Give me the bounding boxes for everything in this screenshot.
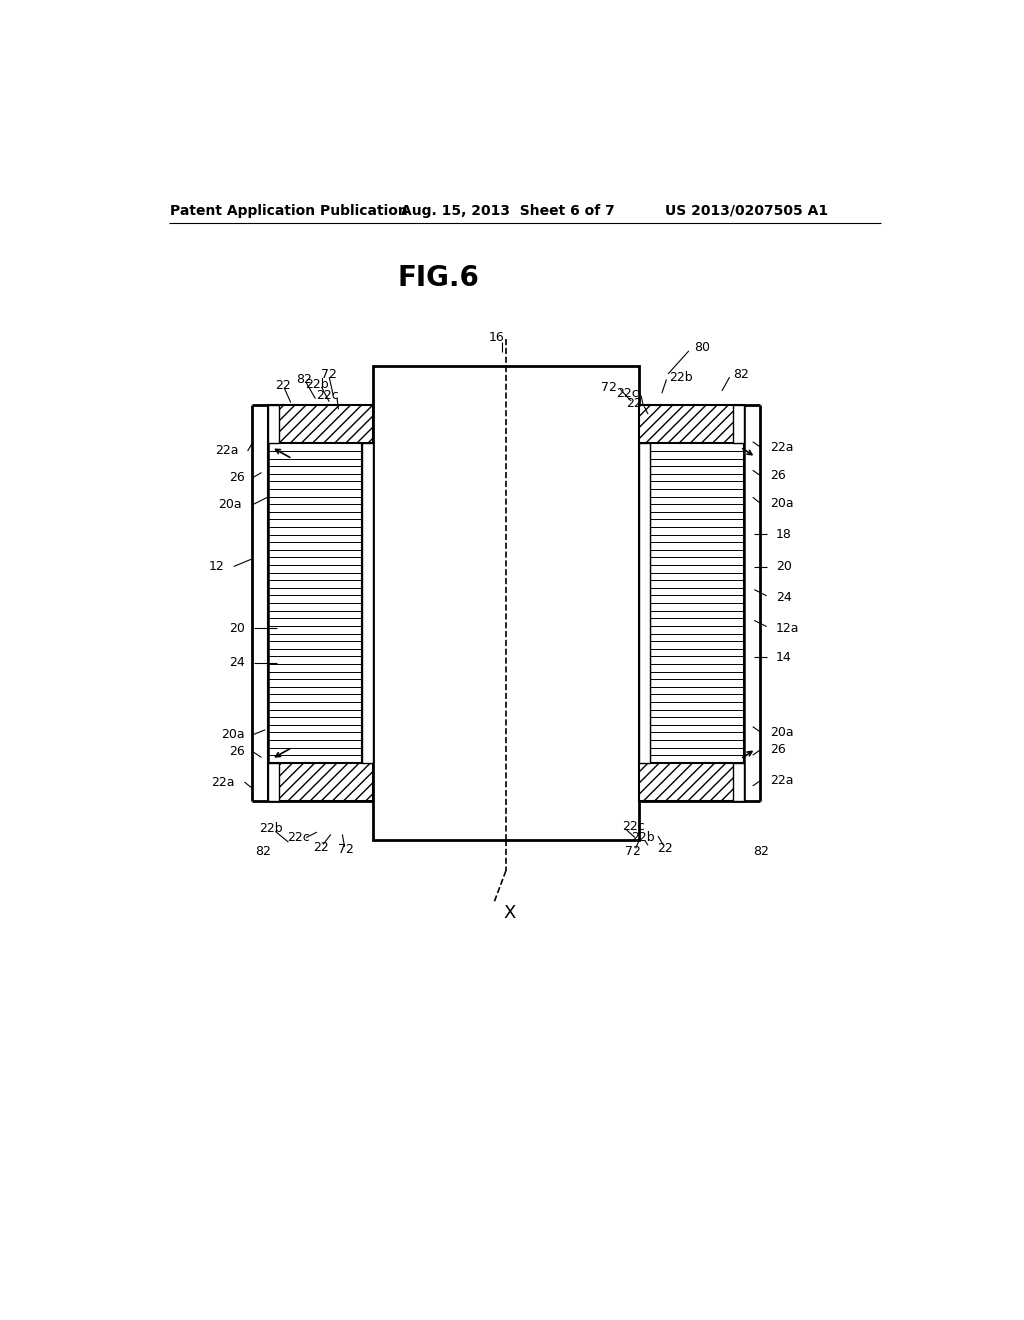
Text: 22c: 22c [622,820,644,833]
Text: 72: 72 [625,845,641,858]
Text: 24: 24 [228,656,245,669]
Text: 26: 26 [228,744,245,758]
Text: X: X [504,904,516,921]
Bar [267,763,280,801]
Text: 80: 80 [694,341,711,354]
Text: 12: 12 [209,560,224,573]
Bar [733,405,744,444]
Text: 82: 82 [255,845,271,858]
Text: US 2013/0207505 A1: US 2013/0207505 A1 [665,203,828,218]
Text: 22: 22 [275,379,291,392]
Bar [733,763,744,801]
Bar [361,444,373,763]
Text: 82: 82 [753,845,769,858]
Text: 72: 72 [338,843,354,857]
Text: 72: 72 [601,381,617,395]
Text: 82: 82 [733,367,749,380]
Text: 82: 82 [296,372,311,385]
Text: 26: 26 [228,471,245,484]
Text: FIG.6: FIG.6 [397,264,479,292]
Bar [373,367,639,840]
Text: 22a: 22a [770,774,794,787]
Bar [267,405,280,444]
Text: 22: 22 [626,397,642,409]
Text: 22c: 22c [315,389,339,403]
Text: 22b: 22b [259,822,283,834]
Text: 22b: 22b [305,378,329,391]
Text: Patent Application Publication: Patent Application Publication [170,203,408,218]
Text: 22a: 22a [770,441,794,454]
Text: 16: 16 [488,330,505,343]
Text: 22: 22 [313,841,329,854]
Text: 20a: 20a [770,726,794,739]
Bar [639,444,650,763]
Bar [639,763,744,801]
Text: 22b: 22b [631,832,654,843]
Text: 26: 26 [770,469,785,482]
Text: 20a: 20a [770,496,794,510]
Text: 22c: 22c [616,387,639,400]
Text: 14: 14 [776,651,792,664]
Text: 22b: 22b [670,371,693,384]
Text: 18: 18 [776,528,792,541]
Bar [267,405,373,444]
Text: 24: 24 [776,591,792,603]
Text: 20a: 20a [221,727,245,741]
Bar [639,405,744,444]
Text: 22c: 22c [287,832,310,843]
Text: 22: 22 [657,842,673,855]
Text: 20: 20 [776,560,792,573]
Text: 20a: 20a [218,499,243,511]
Text: 72: 72 [322,367,337,380]
Text: Aug. 15, 2013  Sheet 6 of 7: Aug. 15, 2013 Sheet 6 of 7 [401,203,614,218]
Text: 22a: 22a [211,776,234,788]
Text: 22a: 22a [215,445,239,458]
Bar [267,763,373,801]
Text: 12a: 12a [776,622,800,635]
Text: 26: 26 [770,743,785,756]
Text: 20: 20 [228,622,245,635]
